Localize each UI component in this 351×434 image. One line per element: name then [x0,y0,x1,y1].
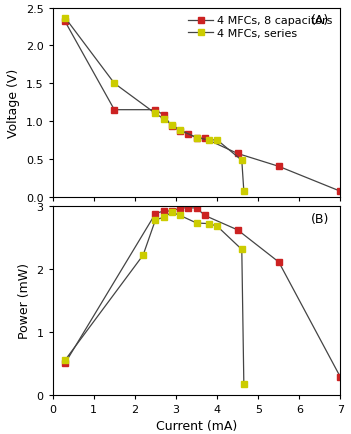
Text: (A): (A) [311,14,329,27]
4 MFCs, series [161,117,166,122]
4 MFCs, 8 capacitors [153,108,158,113]
Text: (B): (B) [311,212,329,225]
4 MFCs, series [112,82,117,87]
4 MFCs, series [242,189,246,194]
Line: 4 MFCs, 8 capacitors: 4 MFCs, 8 capacitors [61,19,344,195]
4 MFCs, 8 capacitors [277,164,281,170]
4 MFCs, series [240,158,244,164]
4 MFCs, 8 capacitors [186,132,191,137]
4 MFCs, 8 capacitors [170,125,174,130]
4 MFCs, 8 capacitors [203,136,207,141]
4 MFCs, series [194,136,199,141]
4 MFCs, 8 capacitors [63,20,67,25]
4 MFCs, 8 capacitors [112,108,117,113]
4 MFCs, series [178,128,182,133]
4 MFCs, series [215,138,219,143]
4 MFCs, 8 capacitors [178,129,182,134]
4 MFCs, 8 capacitors [194,136,199,141]
4 MFCs, 8 capacitors [236,151,240,157]
Y-axis label: Voltage (V): Voltage (V) [7,68,20,138]
4 MFCs, 8 capacitors [161,113,166,118]
4 MFCs, 8 capacitors [338,189,343,194]
Legend: 4 MFCs, 8 capacitors, 4 MFCs, series: 4 MFCs, 8 capacitors, 4 MFCs, series [186,14,335,41]
4 MFCs, series [63,16,67,21]
Y-axis label: Power (mW): Power (mW) [18,263,31,339]
4 MFCs, series [153,112,158,117]
X-axis label: Current (mA): Current (mA) [156,420,237,432]
4 MFCs, series [207,138,211,143]
Line: 4 MFCs, series: 4 MFCs, series [61,15,247,195]
4 MFCs, series [170,123,174,128]
